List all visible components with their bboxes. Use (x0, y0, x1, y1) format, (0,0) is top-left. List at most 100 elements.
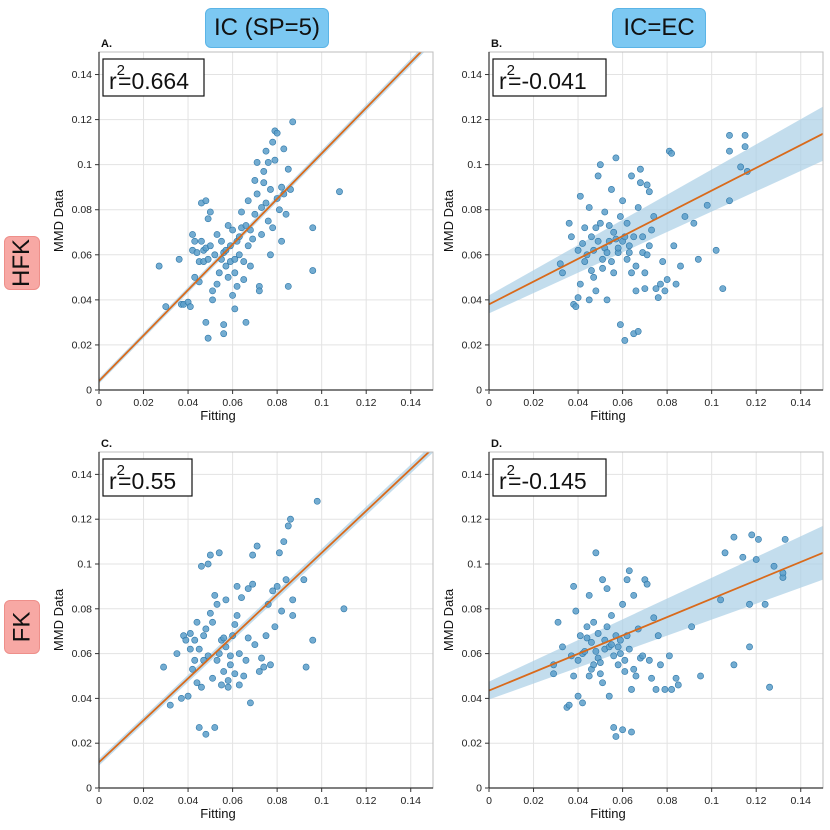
data-point (226, 661, 234, 669)
x-axis-label: Fitting (590, 806, 625, 821)
data-point (585, 672, 593, 680)
data-point (220, 330, 228, 338)
data-point (625, 645, 633, 653)
data-point (206, 208, 214, 216)
data-point (654, 294, 662, 302)
data-point (289, 118, 297, 126)
data-point (233, 282, 241, 290)
data-point (238, 594, 245, 601)
x-tick-label: 0.06 (612, 795, 633, 807)
data-point (211, 251, 219, 259)
y-tick-label: 0.06 (462, 648, 483, 660)
data-point (244, 197, 252, 205)
data-point (206, 551, 214, 559)
data-point (616, 650, 624, 657)
data-point (583, 634, 591, 642)
data-point (585, 204, 593, 211)
data-point (240, 258, 248, 265)
regression-line (489, 132, 823, 306)
data-point (280, 145, 288, 153)
data-point (648, 226, 655, 234)
x-axis-label: Fitting (200, 806, 235, 821)
y-tick-label: 0.08 (72, 204, 93, 216)
scatter-panel-4: 0 0.02 0.04 0.06 0.08 0.1 0.12 0.14 0 0.02 0.04 0.0… (441, 438, 824, 821)
y-axis-label: MMD Data (441, 588, 456, 651)
data-point (717, 596, 724, 604)
data-point (202, 197, 210, 205)
y-axis-label: MMD Data (51, 588, 66, 651)
data-point (267, 251, 274, 259)
data-point (211, 591, 219, 599)
data-point (278, 237, 285, 245)
data-point (222, 262, 230, 270)
data-point (663, 276, 671, 283)
data-point (668, 149, 675, 157)
confidence-band (489, 525, 823, 700)
data-point (220, 668, 228, 675)
data-point (596, 659, 604, 666)
data-point (206, 242, 214, 250)
data-point (213, 600, 221, 608)
data-point (677, 262, 684, 270)
x-axis-label: Fitting (590, 408, 625, 423)
data-point (576, 632, 584, 640)
x-tick-label: 0.06 (222, 795, 243, 807)
data-point (186, 645, 194, 653)
data-point (309, 636, 317, 644)
data-point (249, 580, 257, 588)
x-tick-label: 0.02 (523, 795, 544, 807)
data-point (231, 670, 239, 678)
data-point (273, 583, 281, 590)
data-point (665, 652, 673, 660)
x-tick-label: 0.02 (133, 795, 154, 807)
data-point (287, 515, 294, 523)
data-point (601, 208, 609, 216)
data-point (694, 255, 702, 263)
panel-label: B. (491, 38, 502, 50)
data-point (603, 585, 611, 593)
data-point (253, 159, 261, 166)
data-point (632, 287, 640, 295)
data-point (770, 562, 778, 570)
data-point (267, 186, 274, 193)
data-point (213, 656, 221, 664)
data-point (204, 560, 212, 568)
data-point (621, 656, 629, 664)
data-point (215, 650, 223, 657)
data-point (592, 224, 600, 232)
data-point (175, 255, 183, 263)
data-point (255, 287, 263, 295)
data-point (226, 652, 234, 660)
data-point (218, 237, 225, 245)
data-point (661, 287, 669, 295)
data-point (652, 686, 660, 693)
data-point (269, 587, 277, 595)
y-tick-label: 0.1 (77, 159, 92, 171)
data-point (688, 623, 696, 631)
data-point (284, 522, 292, 530)
x-tick-label: 0.1 (314, 397, 329, 409)
data-point (282, 576, 290, 584)
data-point (632, 672, 640, 680)
data-point (599, 576, 606, 584)
column-header-ic-ec-label: IC=EC (623, 14, 695, 41)
x-tick-label: 0.12 (746, 795, 767, 807)
data-point (559, 643, 566, 651)
data-point (559, 269, 566, 277)
data-point (648, 674, 655, 682)
data-point (590, 661, 598, 669)
data-point (231, 255, 239, 263)
data-point (643, 580, 651, 588)
data-point (596, 161, 604, 169)
data-point (242, 656, 250, 664)
data-point (204, 255, 212, 263)
data-point (231, 305, 239, 313)
regression-line (489, 551, 823, 692)
data-point (594, 172, 602, 180)
y-tick-label: 0.14 (72, 69, 93, 81)
data-point (215, 549, 223, 557)
data-point (224, 677, 232, 684)
data-point (251, 210, 259, 218)
data-point (193, 618, 201, 626)
data-point (244, 242, 252, 250)
